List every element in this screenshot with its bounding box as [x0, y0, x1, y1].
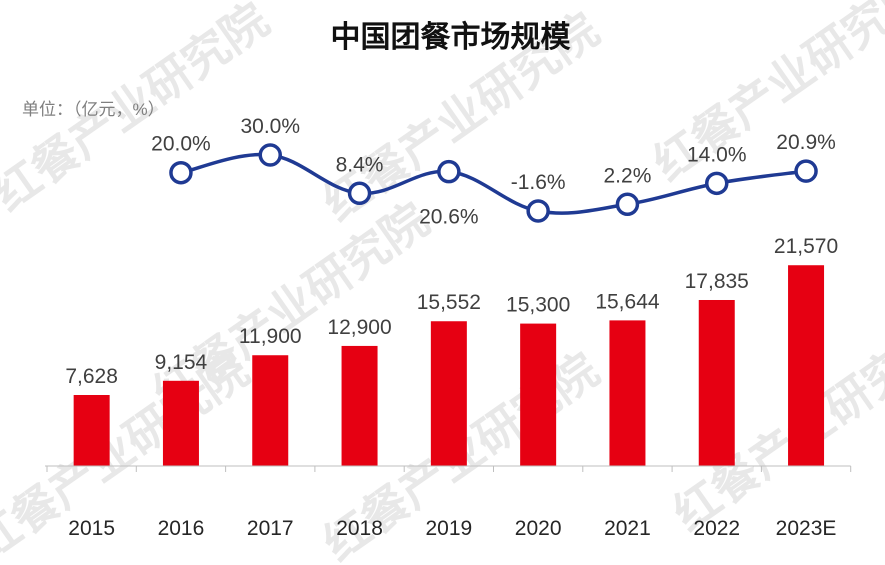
growth-line	[180, 152, 807, 215]
x-tick-label: 2017	[247, 517, 294, 540]
bar-label-2016: 9,154	[155, 351, 208, 374]
bar-label-2020: 15,300	[506, 294, 570, 317]
growth-label-2023E: 20.9%	[776, 131, 836, 154]
bar-2016	[162, 380, 199, 466]
bar-2019	[430, 321, 467, 466]
growth-label-2019: 20.6%	[419, 206, 479, 229]
bar-2015	[73, 395, 110, 466]
bar-2022	[698, 299, 735, 466]
bar-2021	[609, 320, 646, 466]
unit-label: 单位：（亿元，%）	[22, 100, 165, 119]
growth-point-2023E	[794, 159, 818, 183]
growth-label-2021: 2.2%	[604, 164, 652, 187]
x-tick-label: 2019	[425, 517, 472, 540]
x-tick-label: 2016	[158, 517, 205, 540]
bar-label-2019: 15,552	[417, 291, 481, 314]
x-tick-label: 2020	[515, 517, 562, 540]
growth-point-2021	[615, 192, 640, 217]
growth-point-2019	[437, 159, 461, 184]
bar-2023E	[788, 265, 825, 466]
growth-label-2020: -1.6%	[511, 171, 566, 194]
bar-2020	[520, 323, 557, 466]
x-tick-label: 2015	[68, 517, 115, 540]
bar-2018	[341, 345, 378, 466]
growth-point-2020	[526, 199, 550, 223]
x-tick-label: 2021	[604, 517, 651, 540]
growth-label-2017: 30.0%	[240, 115, 300, 138]
growth-label-2016: 20.0%	[151, 133, 211, 156]
growth-point-2022	[705, 171, 729, 196]
bar-label-2022: 17,835	[685, 270, 749, 293]
x-tick-label: 2023E	[776, 517, 837, 540]
chart-title: 中国团餐市场规模	[330, 21, 571, 54]
bar-label-2017: 11,900	[239, 325, 302, 348]
bar-label-2015: 7,628	[65, 365, 118, 388]
bar-label-2018: 12,900	[327, 316, 391, 339]
growth-point-2018	[347, 181, 372, 206]
x-tick-label: 2018	[336, 517, 383, 540]
bar-label-2021: 15,644	[595, 290, 660, 313]
growth-point-2016	[169, 160, 193, 185]
growth-point-2017	[258, 143, 282, 167]
x-tick-label: 2022	[693, 517, 740, 540]
bar-2017	[252, 355, 289, 466]
bar-label-2023E: 21,570	[774, 235, 838, 258]
growth-label-2022: 14.0%	[687, 143, 747, 166]
watermark-text: 红餐产业研究院	[664, 313, 885, 540]
growth-label-2018: 8.4%	[336, 153, 384, 176]
